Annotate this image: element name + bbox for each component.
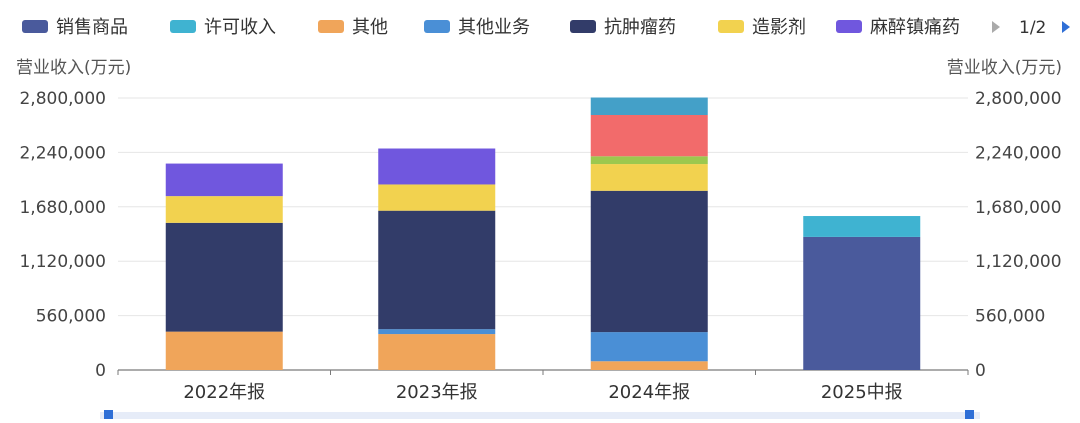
bar-segment[interactable] <box>590 361 708 370</box>
bar-segment[interactable] <box>378 329 496 335</box>
legend-label: 麻醉镇痛药 <box>870 17 960 38</box>
y-tick-label-right: 1,120,000 <box>975 252 1062 272</box>
legend-prev-icon[interactable] <box>992 21 1000 33</box>
zoom-slider-track[interactable] <box>100 412 980 419</box>
bar-segment[interactable] <box>165 163 283 197</box>
legend-item[interactable]: 抗肿瘤药 <box>570 17 676 38</box>
y-tick-label-right: 1,680,000 <box>975 198 1062 218</box>
legend-item[interactable]: 麻醉镇痛药 <box>836 17 960 38</box>
bar-segment[interactable] <box>803 236 921 370</box>
y-axis-label-left: 营业收入(万元) <box>16 58 131 78</box>
legend-swatch <box>424 20 450 33</box>
bar-segment[interactable] <box>165 222 283 332</box>
bar-stack <box>165 163 283 370</box>
y-tick-label-left: 1,120,000 <box>19 252 106 272</box>
legend-label: 造影剂 <box>752 17 806 38</box>
legend-swatch <box>170 20 196 33</box>
y-tick-label-right: 560,000 <box>975 307 1045 327</box>
legend-swatch <box>836 20 862 33</box>
bar-segment[interactable] <box>590 332 708 362</box>
bar-segment[interactable] <box>378 148 496 185</box>
y-tick-label-left: 2,240,000 <box>19 143 106 163</box>
x-axis-ticks: 2022年报 2023年报 2024年报 2025中报 <box>117 370 969 403</box>
legend-item[interactable]: 其他 <box>318 17 388 38</box>
x-tick-label: 2022年报 <box>183 382 265 403</box>
x-tick-label: 2023年报 <box>396 382 478 403</box>
y-tick-label-left: 0 <box>95 361 106 381</box>
legend-item[interactable]: 销售商品 <box>22 17 128 38</box>
x-tick-label: 2025中报 <box>821 382 903 403</box>
legend-label: 销售商品 <box>56 17 128 38</box>
legend-label: 抗肿瘤药 <box>604 17 676 38</box>
y-tick-label-right: 0 <box>975 361 986 381</box>
bar-stack <box>378 148 496 370</box>
zoom-slider-left-handle[interactable] <box>104 410 113 419</box>
bar-segment[interactable] <box>378 184 496 211</box>
bar-stack <box>803 216 921 370</box>
legend-next-icon[interactable] <box>1062 21 1070 33</box>
legend-label: 其他业务 <box>458 17 530 38</box>
legend-page-indicator: 1/2 <box>1019 18 1046 38</box>
y-tick-label-right: 2,800,000 <box>975 89 1062 109</box>
zoom-slider-right-handle[interactable] <box>965 410 974 419</box>
bar-segment[interactable] <box>378 210 496 330</box>
y-tick-label-left: 1,680,000 <box>19 198 106 218</box>
x-tick-label: 2024年报 <box>608 382 690 403</box>
legend-swatch <box>22 20 48 33</box>
bar-segment[interactable] <box>590 115 708 157</box>
bar-segment[interactable] <box>165 196 283 223</box>
y-axis-ticks: 0 0 560,000 560,000 1,120,000 1,120,000 1,680,… <box>19 89 1061 381</box>
bar-segment[interactable] <box>803 216 921 237</box>
legend-label: 其他 <box>352 17 388 38</box>
bar-segment[interactable] <box>378 334 496 370</box>
bar-stack <box>590 97 708 370</box>
y-tick-label-right: 2,240,000 <box>975 143 1062 163</box>
bar-segment[interactable] <box>590 190 708 333</box>
legend-label: 许可收入 <box>204 17 276 38</box>
legend-item[interactable]: 其他业务 <box>424 17 530 38</box>
bar-segment[interactable] <box>165 331 283 370</box>
legend-swatch <box>318 20 344 33</box>
legend: 销售商品 许可收入 其他 其他业务 抗肿瘤药 造影剂 麻醉镇痛药 1/2 <box>22 17 1070 38</box>
y-axis-label-right: 营业收入(万元) <box>947 58 1062 78</box>
legend-item[interactable]: 许可收入 <box>170 17 276 38</box>
bar-segment[interactable] <box>590 156 708 165</box>
bar-segment[interactable] <box>590 97 708 115</box>
legend-swatch <box>718 20 744 33</box>
bars <box>165 97 921 370</box>
y-tick-label-left: 560,000 <box>36 307 106 327</box>
legend-swatch <box>570 20 596 33</box>
bar-segment[interactable] <box>590 164 708 191</box>
y-tick-label-left: 2,800,000 <box>19 89 106 109</box>
legend-item[interactable]: 造影剂 <box>718 17 806 38</box>
